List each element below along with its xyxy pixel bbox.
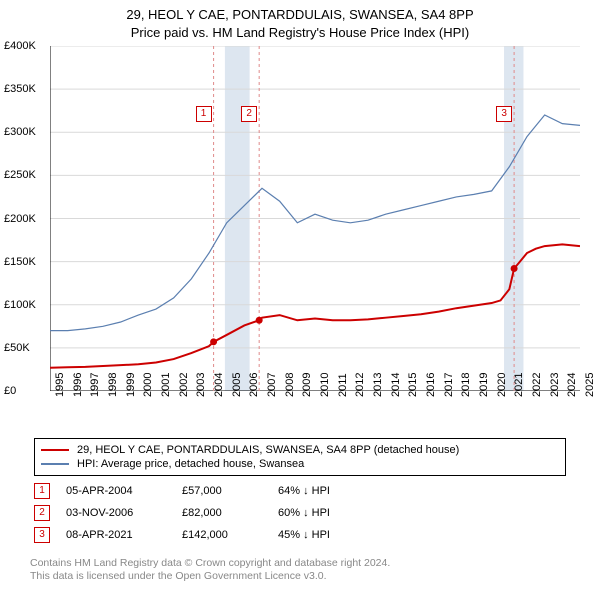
event-list: 1 05-APR-2004 £57,000 64% ↓ HPI 2 03-NOV-2006… [34, 480, 566, 546]
legend-item: HPI: Average price, detached house, Swan… [41, 457, 559, 471]
event-date: 05-APR-2004 [66, 485, 166, 497]
event-delta: 60% ↓ HPI [278, 507, 330, 519]
legend: 29, HEOL Y CAE, PONTARDDULAIS, SWANSEA, … [34, 438, 566, 476]
event-marker-icon: 3 [34, 527, 50, 543]
chart-container: 29, HEOL Y CAE, PONTARDDULAIS, SWANSEA, … [0, 0, 600, 590]
event-row: 3 08-APR-2021 £142,000 45% ↓ HPI [34, 524, 566, 546]
attribution: Contains HM Land Registry data © Crown c… [30, 557, 390, 584]
y-tick-label: £50K [4, 342, 30, 354]
event-marker-2: 2 [241, 106, 257, 122]
chart-title: 29, HEOL Y CAE, PONTARDDULAIS, SWANSEA, … [0, 0, 600, 41]
title-line1: 29, HEOL Y CAE, PONTARDDULAIS, SWANSEA, … [0, 6, 600, 24]
event-row: 1 05-APR-2004 £57,000 64% ↓ HPI [34, 480, 566, 502]
title-line2: Price paid vs. HM Land Registry's House … [0, 24, 600, 42]
y-tick-label: £200K [4, 213, 36, 225]
event-price: £57,000 [182, 485, 262, 497]
y-tick-label: £250K [4, 169, 36, 181]
event-delta: 45% ↓ HPI [278, 529, 330, 541]
event-price: £82,000 [182, 507, 262, 519]
legend-label: 29, HEOL Y CAE, PONTARDDULAIS, SWANSEA, … [77, 444, 459, 456]
plot-area [50, 46, 580, 391]
y-tick-label: £100K [4, 299, 36, 311]
y-tick-label: £350K [4, 83, 36, 95]
y-tick-label: £300K [4, 126, 36, 138]
y-tick-label: £400K [4, 40, 36, 52]
legend-label: HPI: Average price, detached house, Swan… [77, 458, 304, 470]
event-marker-3: 3 [496, 106, 512, 122]
legend-swatch [41, 463, 69, 465]
y-tick-label: £0 [4, 385, 16, 397]
event-delta: 64% ↓ HPI [278, 485, 330, 497]
legend-swatch [41, 449, 69, 451]
chart-svg [50, 46, 580, 391]
event-marker-1: 1 [196, 106, 212, 122]
event-marker-icon: 2 [34, 505, 50, 521]
y-tick-label: £150K [4, 256, 36, 268]
event-price: £142,000 [182, 529, 262, 541]
event-date: 03-NOV-2006 [66, 507, 166, 519]
event-marker-icon: 1 [34, 483, 50, 499]
x-tick-label: 2025 [584, 373, 600, 397]
event-row: 2 03-NOV-2006 £82,000 60% ↓ HPI [34, 502, 566, 524]
attribution-line1: Contains HM Land Registry data © Crown c… [30, 557, 390, 571]
event-date: 08-APR-2021 [66, 529, 166, 541]
legend-item: 29, HEOL Y CAE, PONTARDDULAIS, SWANSEA, … [41, 443, 559, 457]
attribution-line2: This data is licensed under the Open Gov… [30, 570, 390, 584]
